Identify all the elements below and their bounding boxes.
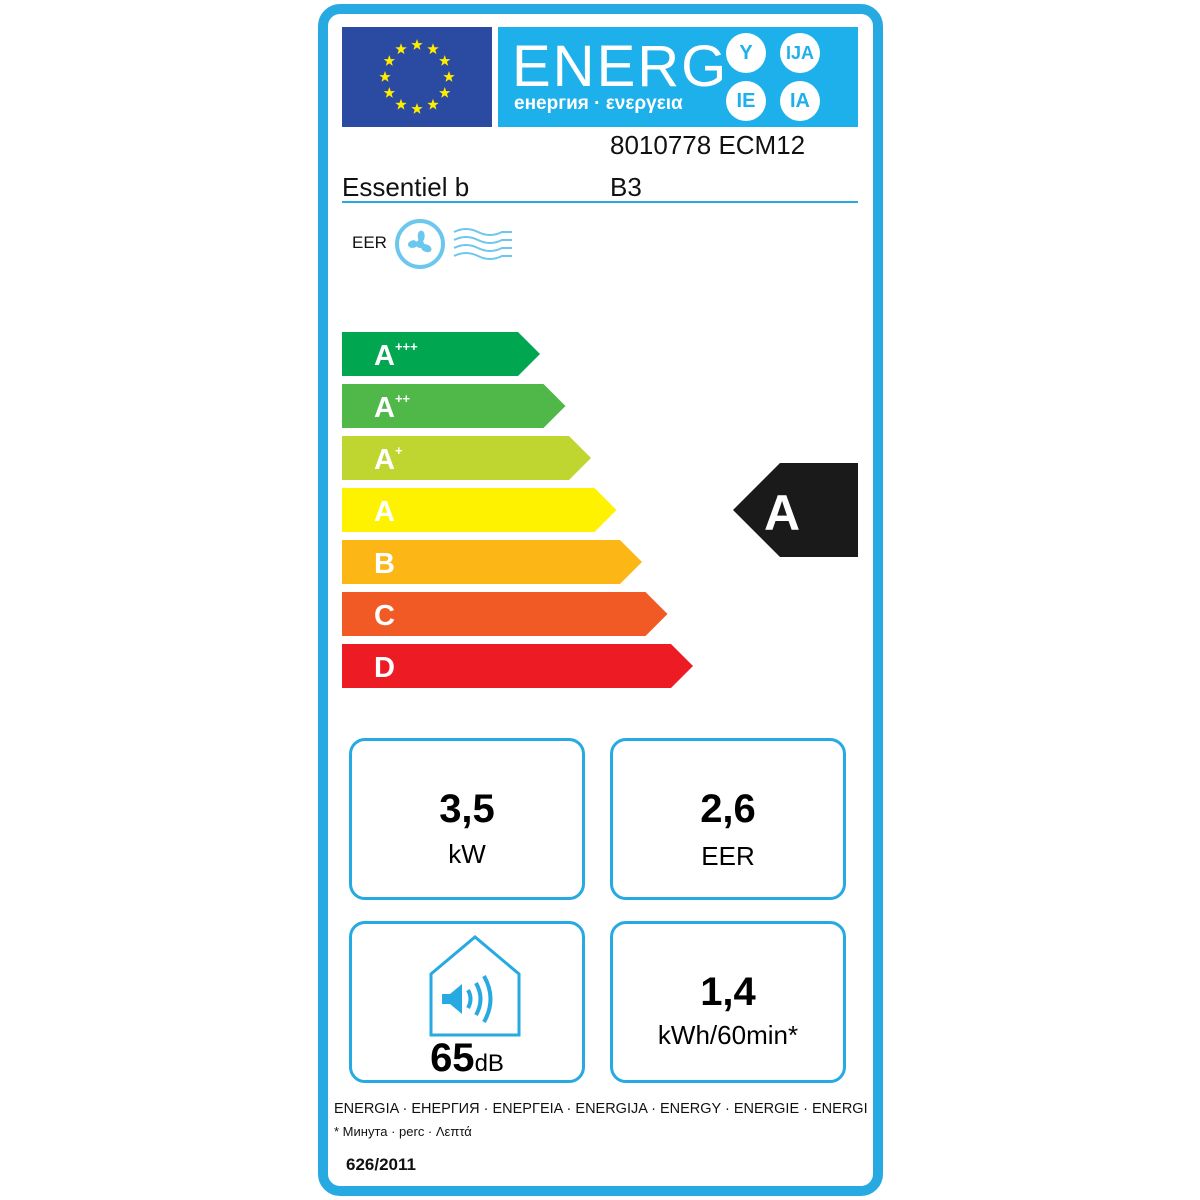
consumption-value: 1,4 — [700, 970, 756, 1014]
noise-box: 65dB — [349, 921, 585, 1083]
footer-languages: ENERGIA · ЕНЕРГИЯ · ΕΝΕΡΓΕΙΑ · ENERGIJA … — [334, 1101, 868, 1117]
star — [383, 87, 395, 98]
star — [379, 71, 391, 82]
star — [443, 71, 455, 82]
eer-value: 2,6 — [700, 787, 756, 831]
consumption-unit: kWh/60min* — [657, 1020, 799, 1050]
header-title: ENERG — [512, 34, 729, 99]
divider — [342, 201, 858, 203]
rating-label: A — [764, 485, 800, 541]
fan-icon — [395, 219, 512, 269]
eer-unit: EER — [701, 841, 755, 871]
star — [411, 39, 423, 50]
speaker-house-icon — [429, 935, 521, 1037]
star — [411, 103, 423, 114]
supplier-name: Essentiel b — [342, 172, 470, 202]
noise-value: 65 — [430, 1036, 475, 1080]
cooling-power-box: 3,5 kW — [349, 738, 585, 900]
suffix-ija: IJA — [780, 33, 820, 73]
suffix-y: Y — [726, 33, 766, 73]
header-subtitle: енергия · ενεργεια — [514, 93, 683, 114]
suffix-ia: IA — [780, 81, 820, 121]
noise-unit: dB — [474, 1050, 504, 1077]
power-unit: kW — [448, 839, 486, 869]
star — [439, 55, 451, 66]
star — [439, 87, 451, 98]
star — [395, 98, 407, 110]
regulation-number: 626/2011 — [346, 1155, 416, 1174]
star — [383, 55, 395, 66]
model-id-line2: B3 — [610, 172, 642, 202]
class-label: B — [374, 548, 395, 580]
class-bar — [342, 644, 693, 688]
class-bar — [342, 488, 617, 532]
footer-note: * Минута · perc · Λεπτά — [334, 1124, 472, 1139]
model-id-line1: 8010778 ECM12 — [610, 130, 806, 160]
class-bar — [342, 436, 591, 480]
class-bar — [342, 592, 668, 636]
class-bar — [342, 540, 642, 584]
eer-box: 2,6 EER — [610, 738, 846, 900]
star — [427, 43, 439, 55]
class-label: A — [374, 496, 395, 528]
class-bar — [342, 332, 540, 376]
star — [395, 43, 407, 55]
eu-flag — [342, 27, 492, 127]
consumption-box: 1,4 kWh/60min* — [610, 921, 846, 1083]
eu-stars-icon — [379, 39, 455, 114]
power-value: 3,5 — [439, 787, 495, 831]
class-bar — [342, 384, 566, 428]
label-frame — [318, 4, 883, 1196]
rating-arrow — [733, 463, 858, 557]
suffix-ie: IE — [726, 81, 766, 121]
energy-header: ENERG енергия · ενεργεια Y IJA IE IA — [498, 27, 858, 127]
class-label: C — [374, 600, 395, 632]
star — [427, 98, 439, 110]
class-label: D — [374, 652, 395, 684]
mode-label: EER — [352, 233, 387, 252]
